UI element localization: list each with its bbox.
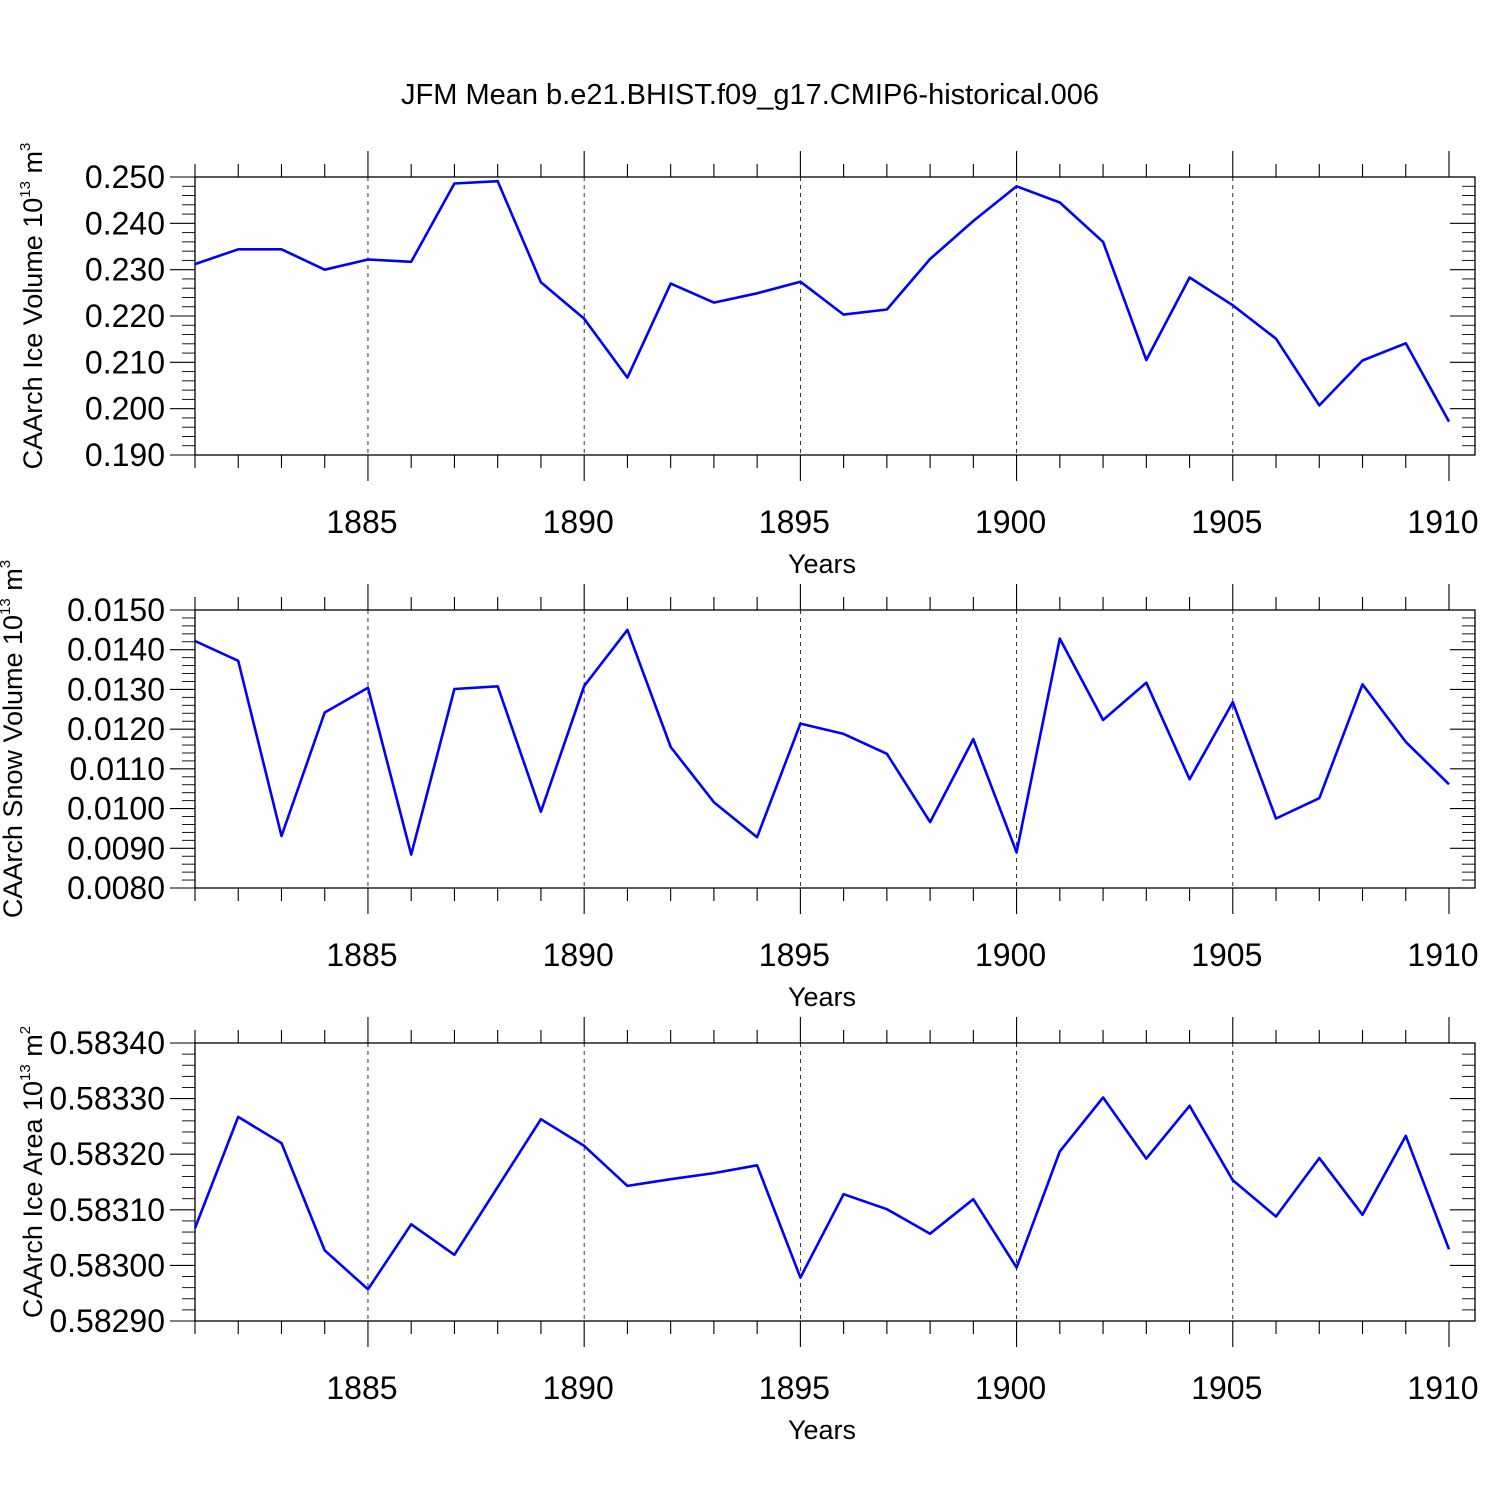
x-tick-label-1905: 1905 — [1191, 1370, 1262, 1406]
y-tick-label: 0.0110 — [70, 751, 166, 787]
series-line-1 — [194, 628, 1450, 856]
x-axis-label: Years — [788, 1415, 856, 1445]
x-tick-label-1895: 1895 — [759, 937, 830, 973]
y-axis-label-text: CAArch Ice Volume 10 — [18, 198, 48, 470]
y-axis-label-superscript: 13 — [17, 1064, 34, 1081]
x-tick-label-1895: 1895 — [759, 1370, 830, 1406]
x-tick-label-1885: 1885 — [326, 504, 397, 540]
plot-frame — [194, 1042, 1476, 1322]
x-tick-label-1905: 1905 — [1191, 504, 1262, 540]
y-axis-label: CAArch Ice Area 1013 m2 — [17, 1026, 48, 1318]
y-tick-label: 0.220 — [85, 298, 165, 334]
y-tick-label: 0.0120 — [67, 711, 165, 747]
y-tick-label: 0.0130 — [67, 671, 165, 707]
x-tick-label-1890: 1890 — [543, 1370, 614, 1406]
y-tick-label: 0.58300 — [49, 1247, 165, 1283]
y-tick-label: 0.240 — [85, 205, 165, 241]
y-tick-label: 0.230 — [85, 252, 165, 288]
x-tick-label-1890: 1890 — [543, 937, 614, 973]
x-axis-label: Years — [788, 982, 856, 1012]
x-tick-label-1910: 1910 — [1407, 504, 1478, 540]
x-tick-label-1890: 1890 — [543, 504, 614, 540]
y-tick-label: 0.0090 — [67, 830, 165, 866]
y-tick-label: 0.250 — [85, 159, 165, 195]
y-axis-label-text: CAArch Snow Volume 10 — [0, 615, 28, 918]
series-line-1 — [193, 1096, 1451, 1291]
y-tick-label: 0.0150 — [67, 592, 165, 628]
y-axis-label: CAArch Ice Volume 1013 m3 — [17, 143, 48, 470]
plot-frame — [194, 176, 1476, 456]
y-axis-label-text: CAArch Ice Area 10 — [18, 1081, 48, 1318]
y-axis-label-superscript: 2 — [17, 1026, 34, 1034]
y-tick-label: 0.0080 — [67, 870, 165, 906]
y-tick-label: 0.58290 — [49, 1303, 165, 1339]
y-tick-label: 0.190 — [85, 437, 165, 473]
x-tick-label-1900: 1900 — [975, 937, 1046, 973]
panel-3: 0.58290 0.58300 0.58310 0.58320 0.58330 0.583… — [17, 1017, 1479, 1445]
y-tick-label: 0.0100 — [67, 791, 165, 827]
y-axis-label-text: m — [0, 568, 28, 598]
y-tick-label: 0.210 — [85, 344, 165, 380]
panel-1: 0.190 0.200 0.210 0.220 0.230 0.240 0.250 1885 1… — [17, 143, 1479, 579]
x-tick-label-1900: 1900 — [975, 1370, 1046, 1406]
y-tick-label: 0.0140 — [67, 632, 165, 668]
plot-frame — [194, 609, 1476, 889]
x-tick-label-1895: 1895 — [759, 504, 830, 540]
y-tick-label: 0.58320 — [49, 1136, 165, 1172]
x-tick-label-1885: 1885 — [326, 937, 397, 973]
x-tick-label-1885: 1885 — [326, 1370, 397, 1406]
x-tick-label-1905: 1905 — [1191, 937, 1262, 973]
panel-2: 0.00800.00900.01000.01100.01200.01300.01… — [0, 560, 1479, 1012]
y-axis-label-superscript: 13 — [0, 598, 14, 615]
y-axis-label-superscript: 13 — [17, 181, 34, 198]
y-axis-label-text: m — [18, 151, 48, 181]
y-axis-label-superscript: 3 — [0, 560, 14, 568]
y-tick-label: 0.58340 — [49, 1025, 165, 1061]
figure-title: JFM Mean b.e21.BHIST.f09_g17.CMIP6-histo… — [401, 79, 1099, 111]
y-axis-label: CAArch Snow Volume 1013 m3 — [0, 560, 28, 918]
y-tick-label: 0.58310 — [49, 1192, 165, 1228]
series-line-1 — [194, 179, 1451, 423]
panels: 0.190 0.200 0.210 0.220 0.230 0.240 0.250 1885 1… — [0, 143, 1479, 1445]
y-axis-label-text: m — [18, 1034, 48, 1064]
x-tick-label-1910: 1910 — [1407, 937, 1478, 973]
x-tick-label-1900: 1900 — [975, 504, 1046, 540]
y-tick-label: 0.200 — [85, 391, 165, 427]
x-tick-label-1910: 1910 — [1407, 1370, 1478, 1406]
y-axis-label-superscript: 3 — [17, 143, 34, 151]
x-axis-label: Years — [788, 549, 856, 579]
y-tick-label: 0.58330 — [49, 1081, 165, 1117]
